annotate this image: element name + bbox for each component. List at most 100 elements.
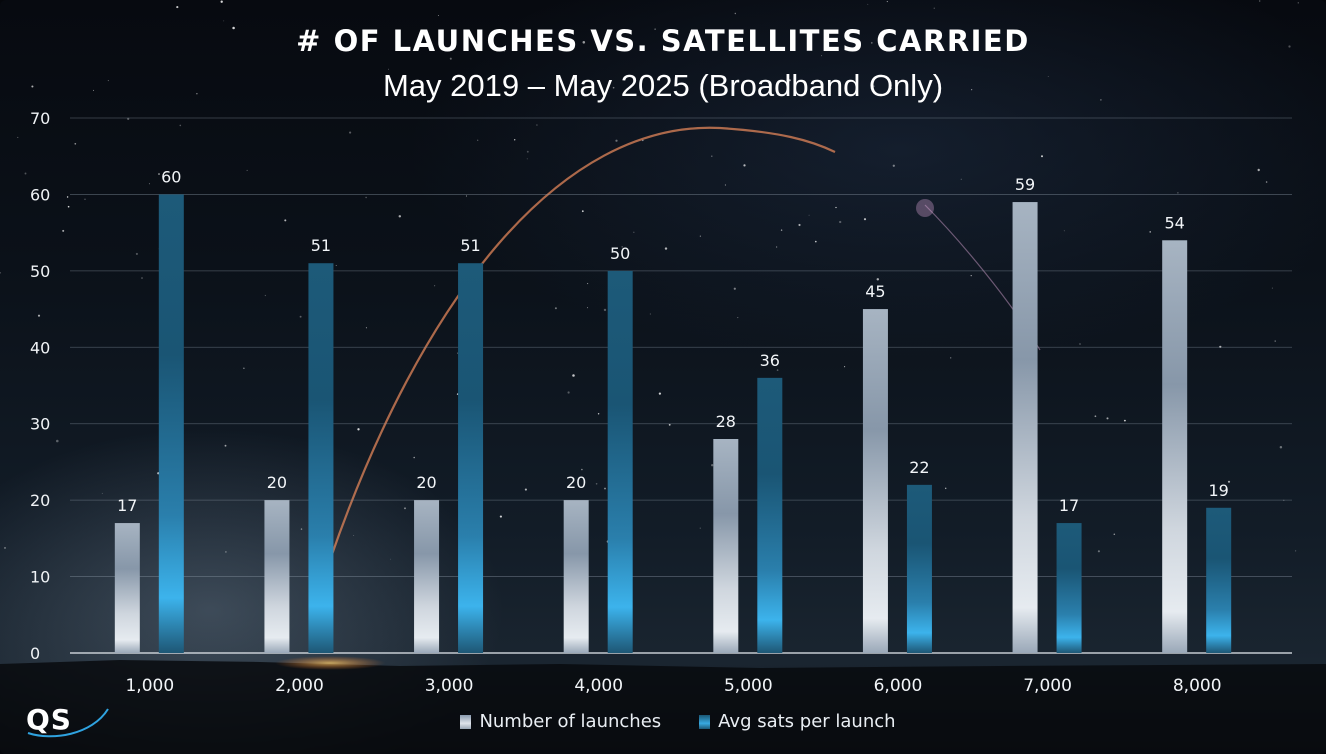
star-decoration xyxy=(390,558,391,560)
bar-launches[interactable] xyxy=(563,500,589,653)
star-decoration xyxy=(499,515,502,518)
star-decoration xyxy=(524,488,527,491)
bar-launches[interactable] xyxy=(713,439,739,653)
star-decoration xyxy=(246,169,248,171)
y-tick-label: 70 xyxy=(30,109,50,128)
star-decoration xyxy=(1271,287,1273,289)
data-label-launches: 17 xyxy=(117,496,137,515)
star-decoration xyxy=(867,3,869,5)
star-decoration xyxy=(1297,2,1299,4)
star-decoration xyxy=(299,315,302,318)
legend-label-sats: Avg sats per launch xyxy=(718,711,896,732)
data-label-sats: 50 xyxy=(610,244,630,263)
star-decoration xyxy=(477,139,479,141)
star-decoration xyxy=(776,246,778,248)
bar-sats[interactable] xyxy=(158,194,184,653)
star-decoration xyxy=(821,55,823,57)
star-decoration xyxy=(284,219,287,222)
star-decoration xyxy=(1113,533,1116,535)
legend-item-sats[interactable]: Avg sats per launch xyxy=(699,711,896,732)
star-decoration xyxy=(587,283,589,285)
star-decoration xyxy=(711,464,714,467)
star-decoration xyxy=(554,307,557,310)
bar-sats[interactable] xyxy=(308,263,334,653)
bar-launches[interactable] xyxy=(114,523,140,653)
bar-sats[interactable] xyxy=(906,484,932,653)
bar-sats[interactable] xyxy=(458,263,484,653)
star-decoration xyxy=(654,28,656,30)
y-tick-label: 60 xyxy=(30,185,50,204)
star-decoration xyxy=(437,14,439,16)
star-decoration xyxy=(567,391,570,394)
star-decoration xyxy=(357,428,360,431)
star-decoration xyxy=(31,85,34,88)
bar-launches[interactable] xyxy=(414,500,440,653)
bar-launches[interactable] xyxy=(862,309,888,653)
star-decoration xyxy=(225,551,227,553)
star-decoration xyxy=(503,49,505,52)
star-decoration xyxy=(837,80,841,84)
star-decoration xyxy=(970,274,972,277)
star-decoration xyxy=(67,205,70,208)
star-decoration xyxy=(933,7,935,9)
star-decoration xyxy=(158,173,160,175)
star-decoration xyxy=(621,246,623,248)
x-tick-label: 4,000 xyxy=(574,676,623,696)
star-decoration xyxy=(572,374,575,377)
chart-subtitle: May 2019 – May 2025 (Broadband Only) xyxy=(382,68,944,103)
bar-launches[interactable] xyxy=(1012,202,1038,654)
star-decoration xyxy=(24,172,27,175)
star-decoration xyxy=(870,42,873,44)
star-decoration xyxy=(353,535,355,537)
data-label-launches: 59 xyxy=(1015,175,1035,194)
legend: Number of launches Avg sats per launch xyxy=(0,711,1326,732)
star-decoration xyxy=(1094,415,1097,418)
star-decoration xyxy=(220,0,223,3)
star-decoration xyxy=(581,468,583,471)
bar-sats[interactable] xyxy=(607,270,633,653)
star-decoration xyxy=(1259,0,1261,2)
horizon-decoration xyxy=(0,660,1326,754)
star-decoration xyxy=(335,265,337,266)
star-decoration xyxy=(944,487,947,490)
star-decoration xyxy=(734,12,736,15)
star-decoration xyxy=(743,164,746,167)
star-decoration xyxy=(835,206,837,209)
star-decoration xyxy=(587,307,589,309)
rocket-trail-decoration xyxy=(328,126,836,561)
star-decoration xyxy=(264,294,267,297)
star-decoration xyxy=(404,507,406,510)
star-decoration xyxy=(788,79,791,82)
star-decoration xyxy=(595,483,598,485)
logo-text: QS xyxy=(26,703,72,736)
star-decoration xyxy=(365,196,367,199)
star-decoration xyxy=(0,271,2,274)
star-decoration xyxy=(141,277,143,279)
star-decoration xyxy=(1063,230,1065,232)
star-decoration xyxy=(17,136,19,138)
star-decoration xyxy=(615,139,618,142)
star-decoration xyxy=(176,6,179,9)
star-decoration xyxy=(633,231,635,233)
star-decoration xyxy=(465,195,467,197)
bar-sats[interactable] xyxy=(1056,523,1082,653)
star-decoration xyxy=(886,1,888,3)
y-axis: 0 10 20 30 40 50 60 70 xyxy=(30,109,50,663)
bar-launches[interactable] xyxy=(1162,240,1188,654)
star-decoration xyxy=(844,366,846,368)
y-tick-label: 0 xyxy=(30,644,40,663)
data-label-launches: 45 xyxy=(865,282,885,301)
star-decoration xyxy=(733,287,736,290)
bars xyxy=(114,194,1232,654)
bar-sats[interactable] xyxy=(757,377,783,653)
bar-sats[interactable] xyxy=(1206,507,1232,653)
star-decoration xyxy=(658,392,662,395)
star-decoration xyxy=(664,247,668,250)
bar-launches[interactable] xyxy=(264,500,290,653)
legend-item-launches[interactable]: Number of launches xyxy=(460,711,661,732)
star-decoration xyxy=(398,215,402,218)
star-decoration xyxy=(826,47,829,50)
star-decoration xyxy=(814,240,817,243)
data-label-launches: 28 xyxy=(716,412,736,431)
star-decoration xyxy=(1288,45,1291,48)
